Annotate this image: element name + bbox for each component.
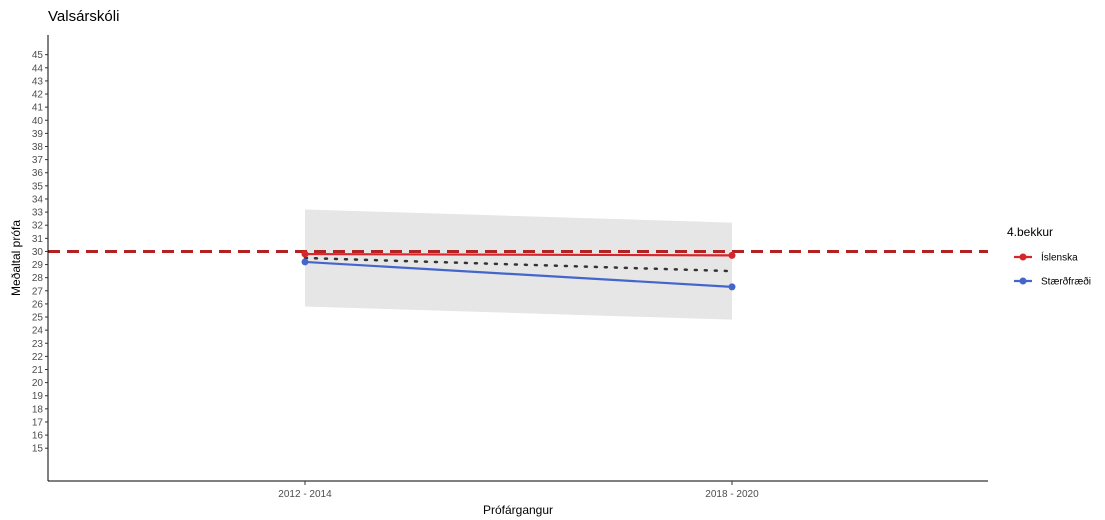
mean-line (303, 256, 734, 273)
y-tick-label: 42 (32, 90, 44, 101)
y-tick-label: 19 (32, 391, 44, 402)
series-point-0-0 (301, 250, 309, 258)
chart-title: Valsárskóli (48, 8, 119, 25)
y-tick-label: 23 (32, 339, 44, 350)
series-point-1-0 (301, 258, 309, 266)
series-point-0-1 (728, 251, 736, 259)
confidence-band (305, 209, 732, 320)
y-tick-label: 38 (32, 142, 44, 153)
y-ticks: 15 16 17 18 19 20 21 22 23 24 25 26 27 28 29 30 31 32 33 34… (32, 50, 48, 455)
legend: 4.bekkur Íslenska Stærðfræði (1007, 225, 1091, 288)
x-axis-title: Prófárgangur (483, 503, 553, 517)
y-tick-label: 37 (32, 155, 44, 166)
x-tick-label: 2012 - 2014 (278, 489, 332, 500)
series-layer (301, 250, 736, 291)
x-ticks: 2012 - 2014 2018 - 2020 (278, 481, 759, 500)
y-tick-label: 21 (32, 365, 44, 376)
y-tick-label: 16 (32, 431, 44, 442)
y-tick-label: 34 (32, 194, 44, 205)
y-tick-label: 33 (32, 208, 44, 219)
legend-key-point (1019, 277, 1027, 285)
y-tick-label: 36 (32, 168, 44, 179)
y-tick-label: 35 (32, 181, 44, 192)
y-axis-title: Meðaltal prófa (9, 220, 23, 296)
y-tick-label: 22 (32, 352, 44, 363)
y-tick-label: 32 (32, 221, 44, 232)
y-tick-label: 30 (32, 247, 44, 258)
y-tick-label: 31 (32, 234, 44, 245)
y-tick-label: 28 (32, 273, 44, 284)
y-tick-label: 39 (32, 129, 44, 140)
legend-label: Stærðfræði (1041, 276, 1091, 288)
series-line-1 (304, 260, 733, 288)
y-tick-label: 15 (32, 444, 44, 455)
y-tick-label: 40 (32, 116, 44, 127)
y-tick-label: 24 (32, 326, 44, 337)
series-line-0 (304, 252, 733, 257)
y-tick-label: 27 (32, 286, 44, 297)
legend-title: 4.bekkur (1007, 225, 1053, 239)
x-tick-label: 2018 - 2020 (705, 489, 759, 500)
y-tick-label: 41 (32, 103, 44, 114)
y-tick-label: 44 (32, 63, 44, 74)
y-tick-label: 20 (32, 378, 44, 389)
y-tick-label: 18 (32, 404, 44, 415)
legend-label: Íslenska (1041, 251, 1078, 264)
y-tick-label: 17 (32, 417, 44, 428)
y-tick-label: 25 (32, 313, 44, 324)
confidence-band-layer (305, 209, 732, 320)
y-tick-label: 43 (32, 76, 44, 87)
axes (47, 35, 988, 482)
y-tick-label: 26 (32, 299, 44, 310)
series-point-1-1 (728, 283, 736, 291)
legend-key-point (1019, 253, 1027, 261)
y-tick-label: 29 (32, 260, 44, 271)
y-tick-label: 45 (32, 50, 44, 61)
